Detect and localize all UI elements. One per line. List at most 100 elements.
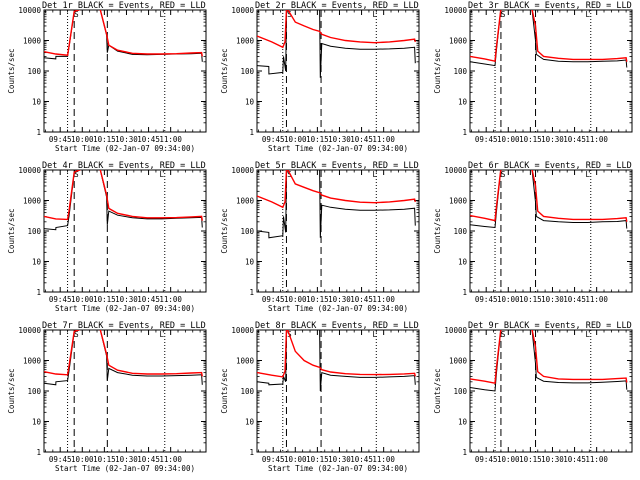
plot-frame	[43, 9, 207, 133]
chart-panel-2: Det 2r BLACK = Events, RED = LLD 1 10 100 10…	[220, 1, 420, 153]
y-tick-label: 1000	[236, 357, 255, 366]
x-tick-label: 09:45	[49, 135, 72, 144]
lld-series-line	[44, 10, 203, 57]
y-tick-label: 100	[27, 67, 41, 76]
chart-title: Det 2r BLACK = Events, RED = LLD	[255, 1, 419, 11]
y-tick-label: 100	[240, 67, 254, 76]
lld-series-line	[257, 10, 416, 49]
top-marker-l: L	[160, 170, 165, 179]
lld-series-line	[44, 330, 203, 377]
x-tick-label: 10:30	[541, 295, 564, 304]
top-marker-s: S	[74, 330, 79, 339]
y-tick-label: 100	[240, 387, 254, 396]
y-tick-label: 10	[32, 418, 42, 427]
x-tick-label: 10:45	[350, 455, 373, 464]
y-axis-label: Counts/sec	[7, 208, 16, 253]
chart-title: Det 1r BLACK = Events, RED = LLD	[42, 1, 206, 11]
plot-frame	[43, 169, 207, 293]
x-tick-label: 10:00	[497, 135, 520, 144]
x-tick-label: 10:45	[137, 455, 160, 464]
y-tick-label: 10000	[444, 326, 467, 335]
y-tick-label: 1000	[236, 37, 255, 46]
x-tick-label: 10:00	[71, 135, 94, 144]
lld-series-line	[470, 10, 628, 63]
chart-panel-6: Det 6r BLACK = Events, RED = LLD 1 10 100 10…	[433, 161, 633, 304]
x-tick-label: 10:45	[350, 135, 373, 144]
x-tick-label: 11:00	[159, 295, 182, 304]
y-tick-label: 100	[453, 67, 467, 76]
chart-panel-5: Det 5r BLACK = Events, RED = LLD 1 10 100 10…	[220, 161, 420, 313]
y-tick-label: 1	[249, 288, 254, 297]
y-axis-label: Counts/sec	[7, 368, 16, 413]
x-tick-label: 10:30	[115, 295, 138, 304]
y-tick-label: 10000	[444, 166, 467, 175]
events-series-line	[257, 330, 416, 392]
top-marker-l: L	[586, 170, 591, 179]
x-tick-label: 09:45	[475, 295, 498, 304]
top-marker-s: S	[287, 10, 292, 19]
x-tick-label: 10:15	[93, 295, 116, 304]
x-tick-label: 11:00	[372, 295, 395, 304]
y-tick-label: 1	[36, 288, 41, 297]
x-tick-label: 11:00	[585, 135, 608, 144]
plot-frame	[469, 9, 633, 133]
top-marker-s: S	[74, 170, 79, 179]
x-tick-label: 10:00	[284, 455, 307, 464]
top-marker-l: L	[373, 170, 378, 179]
y-tick-label: 1000	[23, 357, 42, 366]
y-tick-label: 1000	[23, 37, 42, 46]
x-tick-label: 10:30	[541, 455, 564, 464]
x-tick-label: 10:45	[563, 455, 586, 464]
y-tick-label: 1	[36, 128, 41, 137]
x-tick-label: 11:00	[159, 135, 182, 144]
x-tick-label: 10:00	[284, 295, 307, 304]
x-axis-label: Start Time (02-Jan-07 09:34:00)	[268, 144, 408, 153]
x-tick-label: 10:45	[350, 295, 373, 304]
y-tick-label: 10	[245, 98, 255, 107]
x-tick-label: 10:00	[71, 455, 94, 464]
chart-panel-4: Det 4r BLACK = Events, RED = LLD 1 10 100 10…	[7, 161, 207, 313]
y-tick-label: 1	[249, 448, 254, 457]
x-tick-label: 10:15	[93, 135, 116, 144]
lld-series-line	[470, 170, 628, 222]
chart-title: Det 5r BLACK = Events, RED = LLD	[255, 161, 419, 171]
chart-title: Det 9r BLACK = Events, RED = LLD	[468, 321, 632, 331]
chart-panel-9: Det 9r BLACK = Events, RED = LLD 1 10 100 10…	[433, 321, 633, 464]
x-tick-label: 10:30	[328, 455, 351, 464]
events-series-line	[44, 170, 203, 231]
x-tick-label: 10:45	[563, 135, 586, 144]
x-tick-label: 09:45	[262, 135, 285, 144]
x-tick-label: 10:15	[519, 135, 542, 144]
x-tick-label: 10:15	[306, 135, 329, 144]
lld-series-line	[44, 170, 203, 221]
top-marker-s: S	[501, 170, 506, 179]
x-tick-label: 10:15	[519, 455, 542, 464]
y-tick-label: 1000	[449, 37, 468, 46]
chart-panel-3: Det 3r BLACK = Events, RED = LLD 1 10 100 10…	[433, 1, 633, 144]
y-tick-label: 10	[458, 98, 468, 107]
y-tick-label: 1000	[236, 197, 255, 206]
x-tick-label: 10:45	[563, 295, 586, 304]
y-tick-label: 10	[245, 258, 255, 267]
top-marker-l: L	[373, 330, 378, 339]
y-axis-label: Counts/sec	[433, 208, 442, 253]
events-series-line	[257, 170, 416, 239]
x-tick-label: 10:15	[306, 455, 329, 464]
y-tick-label: 1000	[449, 197, 468, 206]
x-tick-label: 10:00	[284, 135, 307, 144]
top-marker-s: S	[501, 330, 506, 339]
x-tick-label: 10:00	[497, 455, 520, 464]
x-axis-label: Start Time (02-Jan-07 09:34:00)	[268, 304, 408, 313]
x-tick-label: 10:15	[519, 295, 542, 304]
lld-series-line	[257, 330, 416, 378]
x-tick-label: 10:30	[115, 135, 138, 144]
y-tick-label: 100	[453, 227, 467, 236]
chart-panel-7: Det 7r BLACK = Events, RED = LLD 1 10 100 10…	[7, 321, 207, 473]
y-tick-label: 10000	[231, 6, 254, 15]
x-axis-label: Start Time (02-Jan-07 09:34:00)	[268, 464, 408, 473]
y-tick-label: 10000	[18, 166, 41, 175]
y-axis-label: Counts/sec	[220, 208, 229, 253]
lld-series-line	[470, 330, 628, 385]
chart-title: Det 4r BLACK = Events, RED = LLD	[42, 161, 206, 171]
